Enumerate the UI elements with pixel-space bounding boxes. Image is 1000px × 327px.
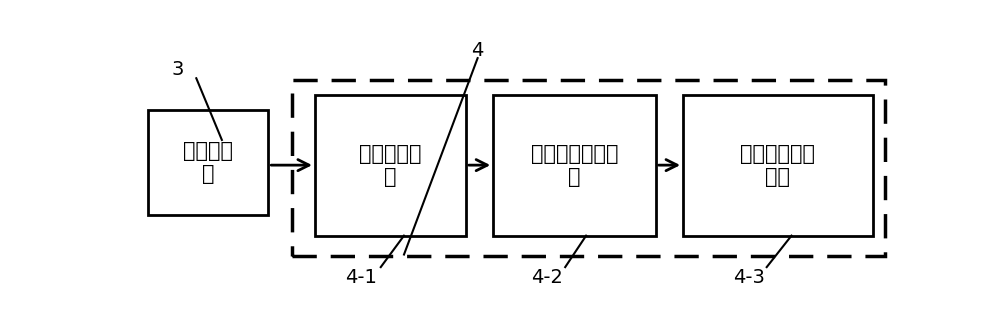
Text: 4-1: 4-1 (345, 268, 377, 287)
Text: 裂纹宽度计算单
元: 裂纹宽度计算单 元 (531, 144, 618, 187)
Bar (315, 95, 466, 236)
Text: 图像采集
卡: 图像采集 卡 (183, 141, 233, 184)
Text: 4-3: 4-3 (733, 268, 765, 287)
Bar (292, 79, 885, 256)
Text: 3: 3 (172, 60, 184, 79)
Bar (493, 95, 656, 236)
Bar (683, 95, 873, 236)
Text: 裂纹缺陷判定
单元: 裂纹缺陷判定 单元 (740, 144, 815, 187)
Bar (148, 110, 268, 215)
Text: 图像处理单
元: 图像处理单 元 (359, 144, 422, 187)
Text: 4: 4 (471, 41, 484, 60)
Text: 4-2: 4-2 (531, 268, 563, 287)
